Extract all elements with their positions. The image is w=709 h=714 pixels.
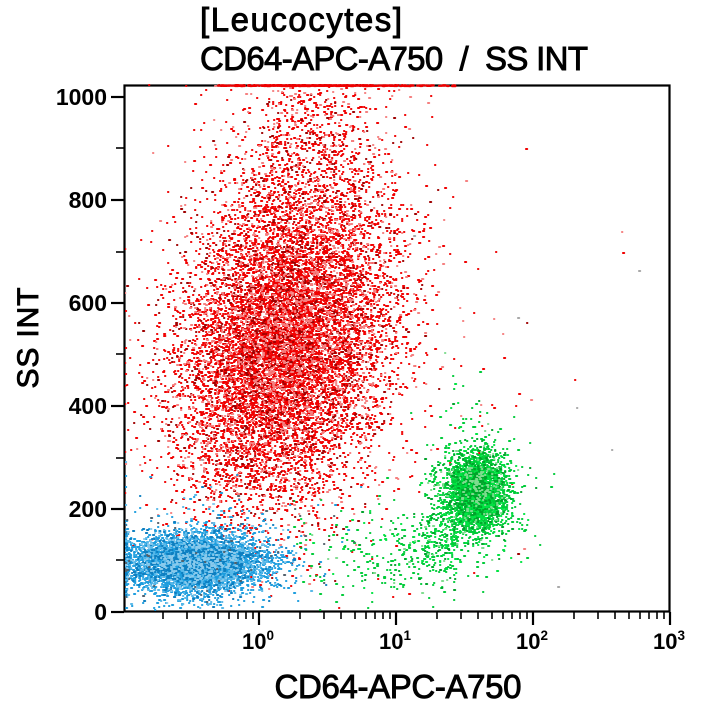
svg-text:CD64-APC-A750: CD64-APC-A750 xyxy=(275,668,522,705)
svg-text:102: 102 xyxy=(516,628,548,654)
svg-text:[Leucocytes]: [Leucocytes] xyxy=(200,1,402,38)
svg-text:0: 0 xyxy=(94,599,107,625)
svg-text:SS INT: SS INT xyxy=(12,288,45,389)
svg-text:1000: 1000 xyxy=(56,84,107,110)
svg-text:400: 400 xyxy=(69,393,107,419)
svg-text:800: 800 xyxy=(69,187,107,213)
svg-text:CD64-APC-A750 / SS INT: CD64-APC-A750 / SS INT xyxy=(200,40,588,77)
svg-text:200: 200 xyxy=(69,496,107,522)
svg-text:600: 600 xyxy=(69,290,107,316)
